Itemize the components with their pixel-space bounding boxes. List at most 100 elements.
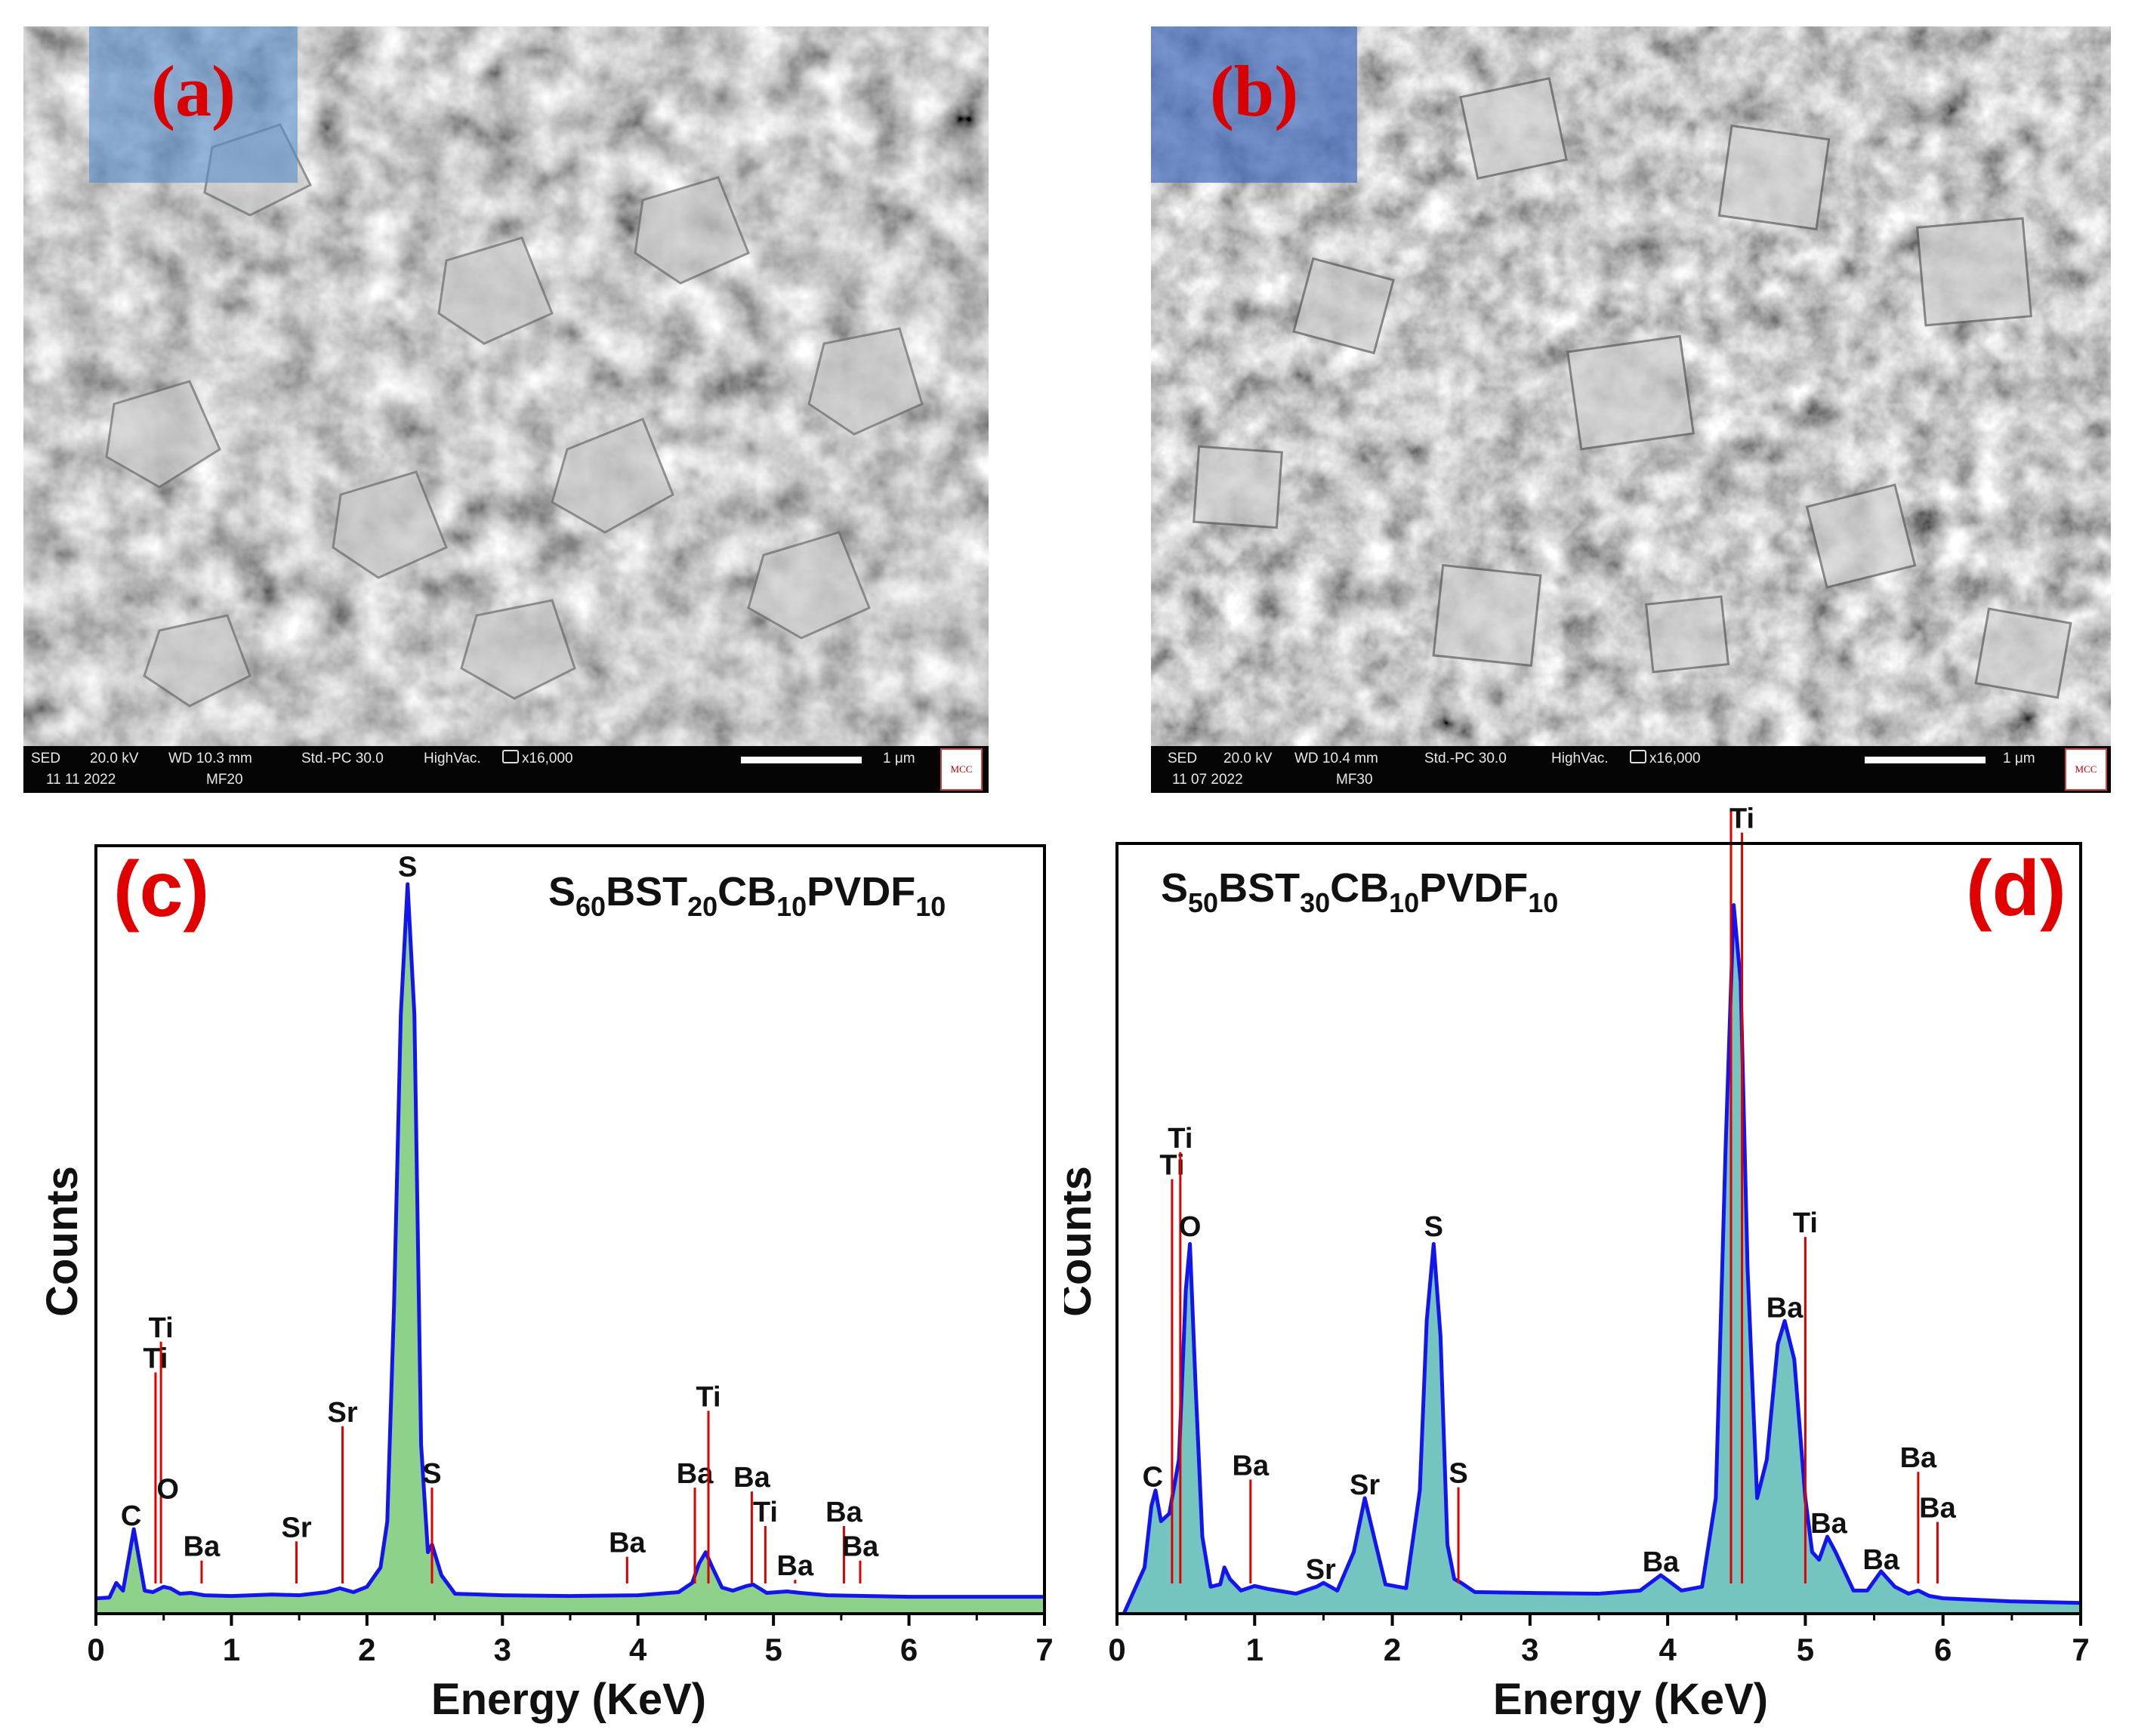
- title-c-b: BST: [606, 869, 687, 914]
- peak-label-c-5: Sr: [281, 1512, 311, 1543]
- title-d: S50BST30CB10PVDF10: [1161, 865, 1558, 918]
- x-tick-label-c-2: 2: [358, 1632, 375, 1667]
- sem-mode-b: SED: [1168, 751, 1198, 766]
- camera-icon: [502, 750, 519, 763]
- spectrum-line-d: [1122, 903, 2081, 1615]
- x-tick-label-d-7: 7: [2072, 1632, 2089, 1667]
- eds-chart-d: S50BST30CB10PVDF10 (d) Counts Energy (Ke…: [1064, 807, 2090, 1724]
- peak-label-d-15: Ba: [1862, 1544, 1899, 1576]
- peak-label-c-13: Ti: [753, 1497, 778, 1528]
- panel-label-a-box: (a): [89, 26, 298, 183]
- peak-label-c-4: Ba: [184, 1531, 221, 1563]
- peak-label-d-3: O: [1179, 1211, 1202, 1243]
- title-c-s3: 10: [776, 891, 807, 922]
- peak-label-d-16: Ba: [1900, 1442, 1937, 1474]
- eds-chart-c: S60BST20CB10PVDF10 (c) Counts Energy (Ke…: [38, 844, 1054, 1724]
- x-tick-label-c-5: 5: [764, 1632, 782, 1667]
- title-c-s2: 20: [687, 891, 717, 922]
- scale-bar-a: [741, 757, 862, 763]
- title-d-s2: 30: [1300, 887, 1330, 918]
- sem-wd-a: WD 10.3 mm: [168, 751, 252, 766]
- peak-label-d-12: Ti: [1793, 1207, 1818, 1239]
- spectrum-line-c: [95, 882, 1044, 1601]
- camera-icon: [1630, 750, 1646, 763]
- title-d-s1: 50: [1188, 887, 1218, 918]
- axes-frame-c: [94, 844, 1046, 1615]
- xlabel-d: Energy (KeV): [1493, 1675, 1768, 1724]
- spectrum-fill-c: [96, 883, 1044, 1614]
- x-tick-label-d-5: 5: [1797, 1632, 1814, 1667]
- peak-label-d-10: Ba: [1713, 807, 1750, 812]
- x-tick-label-d-3: 3: [1521, 1632, 1538, 1667]
- title-d-s: S: [1161, 865, 1188, 911]
- peak-label-d-7: S: [1424, 1211, 1443, 1243]
- sem-micrograph-b: [1151, 26, 2111, 746]
- scale-bar-b: [1865, 757, 1986, 763]
- sem-date-b: 11 07 2022: [1172, 772, 1243, 788]
- title-c-s1: 60: [575, 891, 606, 922]
- sem-vac-a: HighVac.: [424, 751, 481, 766]
- title-c-c: CB: [717, 869, 776, 914]
- peak-label-c-16: Ba: [842, 1531, 879, 1563]
- peak-label-d-9: Ba: [1643, 1546, 1680, 1578]
- peak-label-d-0: C: [1143, 1462, 1163, 1494]
- xlabel-c: Energy (KeV): [431, 1675, 706, 1724]
- title-c-s: S: [548, 869, 575, 914]
- panel-label-b-box: (b): [1151, 26, 1357, 183]
- peak-label-c-3: O: [156, 1473, 179, 1505]
- title-c-s4: 10: [915, 891, 946, 922]
- peak-label-d-11: Ti: [1729, 807, 1754, 835]
- peak-label-d-14: Ba: [1810, 1508, 1847, 1540]
- x-tick-label-c-0: 0: [87, 1632, 104, 1667]
- peak-label-c-1: Ti: [143, 1343, 168, 1375]
- peak-label-c-12: Ba: [733, 1462, 770, 1494]
- peak-label-d-2: Ti: [1168, 1123, 1193, 1155]
- title-d-s4: 10: [1528, 887, 1558, 918]
- sem-pc-b: Std.-PC 30.0: [1424, 751, 1507, 766]
- sem-voltage-a: 20.0 kV: [90, 751, 139, 766]
- panel-label-b: (b): [1209, 51, 1299, 131]
- sem-micrograph-a: [23, 26, 989, 746]
- sem-mode-a: SED: [31, 751, 61, 766]
- peak-label-c-11: Ti: [696, 1381, 720, 1413]
- ylabel-c: Counts: [38, 1166, 87, 1317]
- sem-mag-b: x16,000: [1649, 751, 1701, 766]
- scale-label-b: 1 μm: [2003, 751, 2035, 766]
- peak-label-c-8: S: [422, 1458, 441, 1490]
- sem-sample-a: MF20: [206, 772, 243, 788]
- peak-label-d-17: Ba: [1919, 1493, 1956, 1525]
- peak-label-c-2: Ti: [149, 1312, 174, 1344]
- title-d-b: BST: [1218, 865, 1300, 911]
- title-d-p: PVDF: [1419, 865, 1528, 911]
- lab-logo-a: MCC: [940, 748, 983, 791]
- panel-label-a: (a): [151, 51, 236, 131]
- peak-label-d-13: Ba: [1766, 1292, 1803, 1324]
- lab-logo-b: MCC: [2065, 748, 2107, 791]
- x-tick-label-d-1: 1: [1246, 1632, 1264, 1667]
- x-tick-label-c-6: 6: [900, 1632, 918, 1667]
- x-tick-label-d-2: 2: [1384, 1632, 1401, 1667]
- svg-text:S60BST20CB10PVDF10: S60BST20CB10PVDF10: [548, 869, 946, 922]
- title-d-c: CB: [1330, 865, 1389, 911]
- sem-voltage-b: 20.0 kV: [1223, 751, 1273, 766]
- title-c: S60BST20CB10PVDF10: [548, 869, 946, 922]
- peak-label-d-6: Sr: [1350, 1469, 1380, 1501]
- sem-sample-b: MF30: [1336, 772, 1373, 788]
- panel-label-d: (d): [1966, 845, 2066, 933]
- peak-label-d-8: S: [1449, 1458, 1467, 1490]
- x-tick-label-c-4: 4: [629, 1632, 647, 1667]
- sem-info-bar-a: SED 20.0 kV WD 10.3 mm Std.-PC 30.0 High…: [23, 746, 989, 793]
- x-tick-label-d-4: 4: [1658, 1632, 1677, 1667]
- peak-label-d-5: Sr: [1306, 1554, 1336, 1586]
- peak-label-c-6: Sr: [327, 1397, 357, 1429]
- peak-label-c-7: S: [398, 852, 417, 883]
- ylabel-d: Counts: [1064, 1166, 1100, 1317]
- title-d-s3: 10: [1389, 887, 1419, 918]
- sem-image-b: (b) SED 20.0 kV WD 10.4 mm Std.-PC 30.0 …: [1151, 26, 2111, 793]
- sem-mag-a: x16,000: [522, 751, 573, 766]
- sem-wd-b: WD 10.4 mm: [1294, 751, 1378, 766]
- x-tick-label-d-6: 6: [1934, 1632, 1952, 1667]
- sem-pc-a: Std.-PC 30.0: [301, 751, 384, 766]
- panel-label-c: (c): [113, 846, 209, 933]
